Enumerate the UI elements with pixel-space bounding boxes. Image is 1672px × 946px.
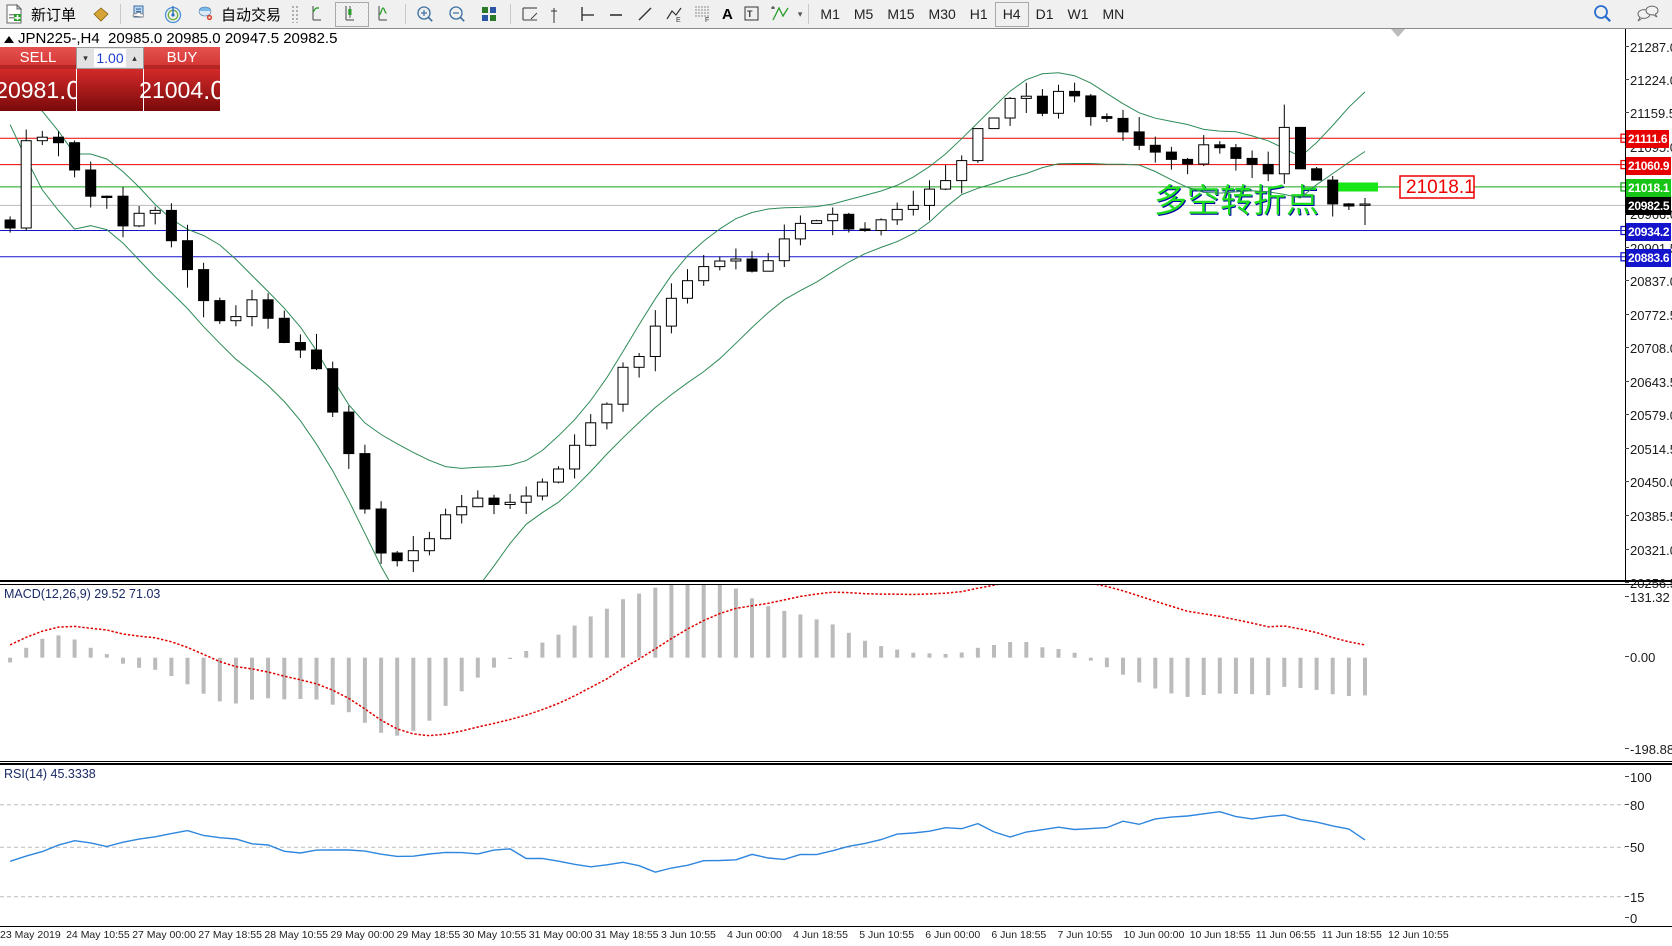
svg-text:E: E [676, 17, 681, 23]
svg-text:F: F [705, 17, 709, 23]
svg-text:T: T [747, 9, 753, 19]
